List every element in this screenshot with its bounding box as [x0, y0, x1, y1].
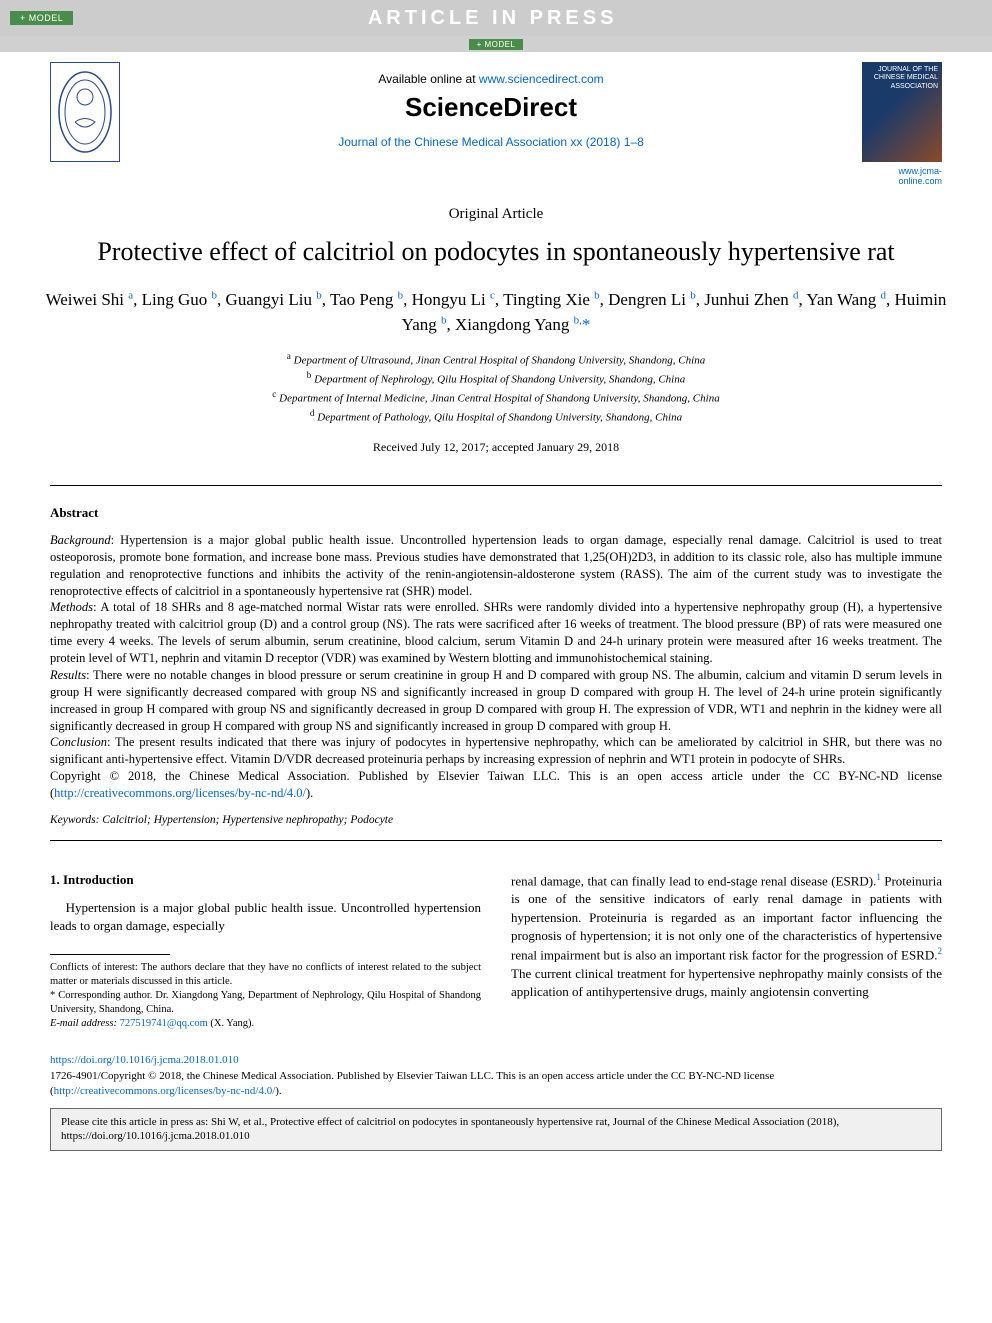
article-type: Original Article	[0, 206, 992, 223]
society-emblem-icon	[55, 67, 115, 157]
reference-2[interactable]: 2	[938, 946, 943, 956]
keywords: Keywords: Calcitriol; Hypertension; Hype…	[50, 814, 942, 826]
conclusion-text: : The present results indicated that the…	[50, 735, 942, 766]
left-column: 1. Introduction Hypertension is a major …	[50, 871, 481, 1031]
sciencedirect-logo: ScienceDirect	[140, 92, 842, 123]
results-text: : There were no notable changes in blood…	[50, 668, 942, 733]
footnote-separator	[50, 954, 170, 955]
license-link[interactable]: http://creativecommons.org/licenses/by-n…	[54, 786, 306, 800]
footnotes: Conflicts of interest: The authors decla…	[50, 961, 481, 1032]
journal-citation: Journal of the Chinese Medical Associati…	[140, 135, 842, 149]
email-line: E-mail address: 727519741@qq.com (X. Yan…	[50, 1017, 481, 1031]
introduction-heading: 1. Introduction	[50, 871, 481, 889]
right-column: renal damage, that can finally lead to e…	[511, 871, 942, 1031]
abstract-heading: Abstract	[50, 504, 942, 522]
divider	[50, 485, 942, 486]
cite-this-article-box: Please cite this article in press as: Sh…	[50, 1108, 942, 1152]
divider	[50, 840, 942, 841]
sub-model-badge: + MODEL	[469, 39, 524, 50]
article-dates: Received July 12, 2017; accepted January…	[40, 440, 952, 455]
conflicts-of-interest: Conflicts of interest: The authors decla…	[50, 961, 481, 989]
sub-model-bar: + MODEL	[0, 36, 992, 52]
footer-license-link[interactable]: http://creativecommons.org/licenses/by-n…	[54, 1085, 276, 1097]
model-badge: + MODEL	[10, 11, 73, 25]
intro-paragraph-1: Hypertension is a major global public he…	[50, 899, 481, 935]
author-list: Weiwei Shi a, Ling Guo b, Guangyi Liu b,…	[40, 287, 952, 338]
methods-label: Methods	[50, 600, 93, 614]
abstract: Abstract Background: Hypertension is a m…	[50, 504, 942, 802]
journal-society-logo	[50, 62, 120, 162]
article-title: Protective effect of calcitriol on podoc…	[40, 235, 952, 269]
body-columns: 1. Introduction Hypertension is a major …	[50, 871, 942, 1031]
results-label: Results	[50, 668, 86, 682]
conclusion-label: Conclusion	[50, 735, 107, 749]
intro-paragraph-2: renal damage, that can finally lead to e…	[511, 871, 942, 1001]
available-online-text: Available online at www.sciencedirect.co…	[140, 72, 842, 86]
issn-copyright: 1726-4901/Copyright © 2018, the Chinese …	[50, 1069, 942, 1100]
sciencedirect-url-link[interactable]: www.sciencedirect.com	[479, 72, 604, 86]
journal-cover-thumbnail: JOURNAL OF THE CHINESE MEDICAL ASSOCIATI…	[862, 62, 942, 162]
journal-header: Available online at www.sciencedirect.co…	[0, 62, 992, 186]
copyright-line: Copyright © 2018, the Chinese Medical As…	[50, 768, 942, 802]
article-in-press-bar: + MODEL ARTICLE IN PRESS	[0, 0, 992, 36]
background-text: : Hypertension is a major global public …	[50, 533, 942, 598]
jcma-online-link[interactable]: www.jcma-online.com	[862, 166, 942, 186]
doi-block: https://doi.org/10.1016/j.jcma.2018.01.0…	[50, 1053, 942, 1099]
affiliations: a Department of Ultrasound, Jinan Centra…	[40, 350, 952, 427]
corresponding-author: * Corresponding author. Dr. Xiangdong Ya…	[50, 989, 481, 1017]
methods-text: : A total of 18 SHRs and 8 age-matched n…	[50, 600, 942, 665]
email-link[interactable]: 727519741@qq.com	[120, 1018, 208, 1029]
background-label: Background	[50, 533, 111, 547]
doi-link[interactable]: https://doi.org/10.1016/j.jcma.2018.01.0…	[50, 1053, 942, 1068]
article-in-press-text: ARTICLE IN PRESS	[368, 7, 618, 30]
